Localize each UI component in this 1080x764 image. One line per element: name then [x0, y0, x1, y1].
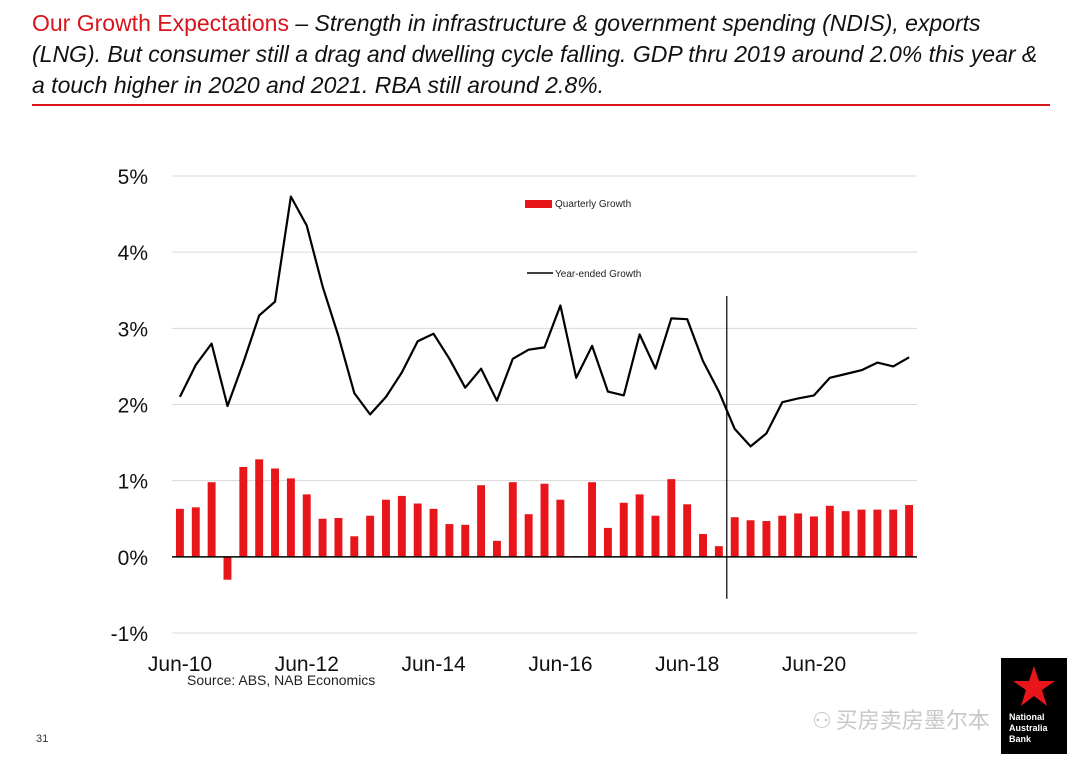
year-ended-growth-line [178, 195, 910, 448]
x-tick-label: Jun-18 [655, 653, 719, 676]
bar-quarterly-growth [239, 466, 248, 557]
bar-quarterly-growth [857, 509, 866, 557]
slide-headline: Our Growth Expectations – Strength in in… [32, 8, 1052, 101]
watermark: ⚇ 买房卖房墨尔本 [812, 703, 990, 735]
bar-quarterly-growth [271, 468, 279, 557]
bar-quarterly-growth [556, 499, 565, 557]
bar-quarterly-growth [651, 515, 660, 557]
logo-text: National Australia Bank [1009, 712, 1048, 745]
watermark-text: 买房卖房墨尔本 [835, 708, 990, 733]
y-tick-label: 1% [118, 471, 148, 494]
x-tick-label: Jun-14 [402, 653, 467, 676]
x-axis-labels: Jun-10 Jun-12 Jun-14 Jun-16 Jun-18 Jun-20 [148, 653, 846, 676]
x-tick-label: Jun-16 [528, 653, 592, 676]
bar-quarterly-growth [588, 482, 597, 557]
bar-quarterly-growth [905, 505, 914, 557]
x-tick-label: Jun-20 [782, 653, 846, 676]
y-axis-labels: -1% 0% 1% 2% 3% 4% 5% [111, 166, 148, 646]
x-tick-label: Jun-10 [148, 653, 212, 676]
headline-lead: Our Growth Expectations [32, 10, 289, 36]
y-tick-label: -1% [111, 623, 148, 646]
bar-quarterly-growth [714, 546, 723, 557]
bar-quarterly-growth [889, 509, 898, 557]
bar-quarterly-growth [730, 517, 739, 557]
source-note: Source: ABS, NAB Economics [187, 672, 375, 688]
bar-quarterly-growth [492, 540, 501, 557]
logo-text-line: National [1009, 712, 1045, 722]
headline-rest: – Strength in infrastructure & governmen… [32, 10, 1038, 98]
y-tick-label: 5% [118, 166, 148, 189]
x-tick-label: Jun-12 [275, 653, 339, 676]
y-tick-label: 3% [118, 318, 148, 341]
bar-quarterly-growth [778, 515, 787, 557]
bar-quarterly-growth [207, 482, 216, 557]
legend: Quarterly Growth Year-ended Growth [525, 199, 641, 280]
bar-quarterly-growth [318, 518, 327, 557]
bar-quarterly-growth [477, 485, 486, 557]
bar-quarterly-growth [683, 504, 692, 557]
bar-quarterly-growth [667, 479, 676, 557]
logo-text-line: Bank [1009, 734, 1032, 744]
bar-quarterly-growth [746, 520, 755, 557]
bar-quarterly-growth [841, 511, 850, 557]
bar-quarterly-growth [762, 521, 771, 557]
bar-quarterly-growth [286, 478, 295, 557]
bar-quarterly-growth [223, 556, 232, 580]
nab-logo: National Australia Bank [1001, 658, 1067, 754]
bar-quarterly-growth [350, 536, 359, 557]
bar-quarterly-growth [461, 524, 470, 557]
bar-quarterly-growth [635, 494, 644, 557]
star-icon [1013, 666, 1055, 706]
wechat-icon: ⚇ [812, 708, 832, 733]
bar-quarterly-growth [603, 527, 612, 557]
bar-quarterly-growth [397, 495, 406, 557]
bar-quarterly-growth [445, 524, 454, 557]
bar-quarterly-growth [429, 508, 438, 557]
y-tick-label: 0% [118, 547, 148, 570]
y-tick-label: 4% [118, 242, 148, 265]
headline-rule [32, 104, 1050, 106]
bar-quarterly-growth [255, 459, 264, 557]
bar-quarterly-growth [699, 533, 707, 557]
y-tick-label: 2% [118, 395, 148, 418]
bar-quarterly-growth [794, 513, 803, 557]
bar-quarterly-growth [508, 482, 517, 557]
bar-quarterly-growth [302, 494, 311, 557]
bar-quarterly-growth [825, 505, 834, 557]
bar-quarterly-growth [413, 503, 422, 557]
bar-quarterly-growth [540, 483, 549, 557]
bar-quarterly-growth [191, 507, 200, 557]
bar-quarterly-growth [334, 517, 343, 557]
quarterly-growth-bars [175, 459, 914, 580]
bar-quarterly-growth [366, 515, 375, 557]
logo-text-line: Australia [1009, 723, 1048, 733]
legend-label-quarterly: Quarterly Growth [555, 199, 631, 210]
bar-quarterly-growth [619, 502, 628, 557]
gridlines [172, 175, 917, 634]
slide-number: 31 [36, 733, 49, 745]
bar-quarterly-growth [810, 516, 818, 557]
bar-quarterly-growth [175, 508, 184, 557]
legend-swatch-quarterly [525, 200, 552, 208]
legend-label-year-ended: Year-ended Growth [555, 269, 641, 280]
bar-quarterly-growth [382, 499, 390, 557]
bar-quarterly-growth [524, 514, 533, 557]
bar-quarterly-growth [873, 509, 882, 557]
